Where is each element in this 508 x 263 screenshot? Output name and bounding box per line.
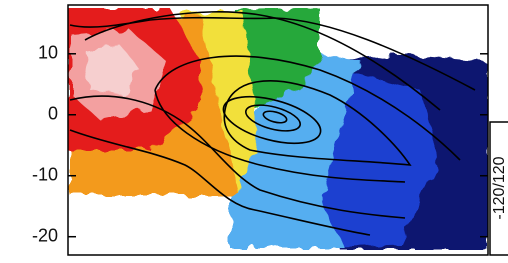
y-tick-label: -10 (32, 164, 58, 184)
y-tick-label: 10 (38, 43, 58, 63)
page: {"chart_data": {"type": "image", "ylim":… (0, 0, 508, 263)
y-tick-label: -20 (32, 225, 58, 245)
colorbar-label: -120/120 (491, 156, 508, 219)
chart: 10 0 -10 -20 -120/120 (0, 0, 508, 263)
y-tick-label: 0 (48, 104, 58, 124)
velocity-map (68, 8, 488, 250)
